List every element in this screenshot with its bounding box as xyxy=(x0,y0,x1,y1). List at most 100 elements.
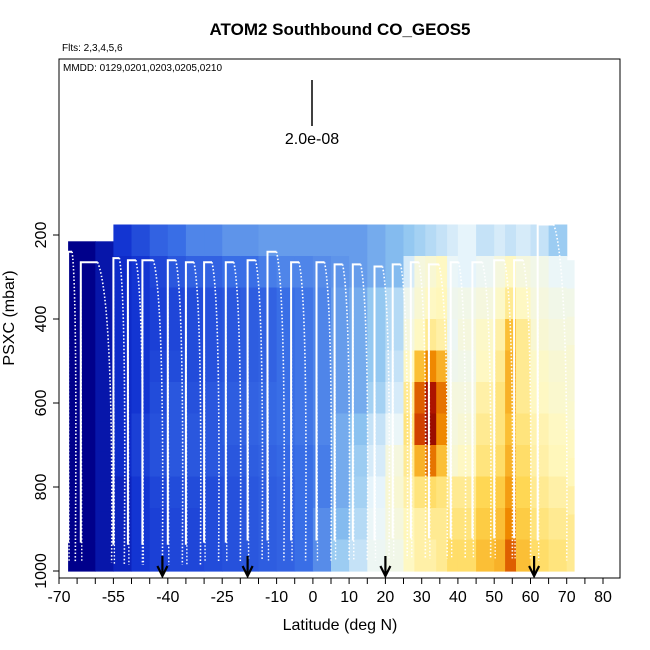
heatmap-cell xyxy=(414,413,426,446)
flight-profile-descent xyxy=(71,251,77,563)
flight-profile-top xyxy=(409,261,419,539)
heatmap-cell xyxy=(95,541,114,572)
heatmap-cell xyxy=(367,539,386,572)
x-tick-label: 80 xyxy=(594,589,612,606)
flight-profile-descent xyxy=(522,260,532,559)
heatmap-cell xyxy=(149,224,169,257)
heatmap-cell xyxy=(516,508,532,541)
heatmap-cell xyxy=(566,373,575,403)
heatmap-cell xyxy=(185,224,205,257)
heatmap-cell xyxy=(476,350,495,383)
y-tick-label: 800 xyxy=(33,474,50,501)
x-tick-label: -55 xyxy=(102,589,125,606)
heatmap-cell xyxy=(447,319,459,352)
heatmap-cell xyxy=(185,319,205,352)
heatmap-cell xyxy=(312,319,332,352)
heatmap-cell xyxy=(403,287,415,320)
flight-profile-descent xyxy=(152,259,164,565)
heatmap-cell xyxy=(548,319,568,352)
heatmap-cell xyxy=(516,445,532,478)
heatmap-cell xyxy=(516,256,532,289)
heatmap-cell xyxy=(95,391,114,422)
heatmap-cell xyxy=(436,476,448,509)
heatmap-cell xyxy=(113,224,133,257)
heatmap-cell xyxy=(425,319,437,352)
heatmap-cell xyxy=(294,224,314,257)
heatmap-cell xyxy=(436,382,448,415)
heatmap-cell xyxy=(167,413,187,446)
heatmap-cell xyxy=(476,382,495,415)
heatmap-cell xyxy=(131,413,151,446)
heatmap-cell xyxy=(331,224,350,257)
x-tick-label: 0 xyxy=(308,589,317,606)
chart-title: ATOM2 Southbound CO_GEOS5 xyxy=(210,20,471,39)
heatmap-cell xyxy=(516,350,532,383)
x-tick-label: 60 xyxy=(522,589,540,606)
heatmap-cell xyxy=(258,539,278,572)
heatmap-cell xyxy=(548,413,568,446)
heatmap-cell xyxy=(425,256,437,289)
flight-profile-descent xyxy=(298,262,307,561)
flight-profile-descent xyxy=(341,264,351,561)
heatmap-cell xyxy=(505,476,517,509)
heatmap-cell xyxy=(204,476,223,509)
flight-profile-ascent xyxy=(80,272,83,563)
heatmap-cell xyxy=(204,508,223,541)
heatmap-cell xyxy=(436,413,448,446)
flight-profile-ascent xyxy=(225,272,228,563)
heatmap-cell xyxy=(385,539,405,572)
heatmap-cell xyxy=(185,445,205,478)
flight-profile-descent xyxy=(503,260,514,559)
heatmap-cell xyxy=(167,508,187,541)
flight-profile-descent xyxy=(457,262,467,559)
heatmap-cell xyxy=(516,539,532,572)
heatmap-cell xyxy=(185,476,205,509)
heatmap-cell xyxy=(425,224,437,257)
heatmap-cell xyxy=(436,445,448,478)
heatmap-cell xyxy=(457,224,477,257)
flight-profile-descent xyxy=(233,262,242,563)
heatmap-cell xyxy=(294,539,314,572)
heatmap-cell xyxy=(294,287,314,320)
heatmap-cell xyxy=(476,445,495,478)
flight-profile-ascent xyxy=(290,272,293,561)
heatmap-cell xyxy=(68,271,96,302)
heatmap-cell xyxy=(222,539,241,572)
heatmap-cell xyxy=(425,287,437,320)
heatmap-cell xyxy=(131,319,151,352)
heatmap-cell xyxy=(566,260,575,290)
flight-profile-descent xyxy=(481,262,492,559)
heatmap-cell xyxy=(95,511,114,542)
flight-profile-ascent xyxy=(471,272,475,559)
heatmap-cell xyxy=(167,287,187,320)
heatmap-cell xyxy=(185,413,205,446)
heatmap-cell xyxy=(331,287,350,320)
heatmap-cell xyxy=(385,287,405,320)
heatmap-cell xyxy=(530,319,550,352)
flight-profile-top xyxy=(333,263,343,541)
flight-profile-ascent xyxy=(513,270,516,559)
heatmap-cell xyxy=(149,319,169,352)
heatmap-cell xyxy=(240,350,259,383)
heatmap-cell xyxy=(68,421,96,452)
heatmap-cell xyxy=(185,287,205,320)
heatmap-cell xyxy=(476,413,495,446)
y-tick-label: 1000 xyxy=(33,553,50,589)
heatmap-cell xyxy=(566,288,575,318)
sampling-arrows xyxy=(156,556,541,579)
heatmap-cell xyxy=(505,287,517,320)
heatmap-cells xyxy=(68,224,575,572)
heatmap-cell xyxy=(516,476,532,509)
heatmap-cell xyxy=(294,350,314,383)
heatmap-cell xyxy=(258,224,278,257)
flight-profile-ascent xyxy=(333,274,337,561)
heatmap-cell xyxy=(476,224,495,257)
flight-profile-descent xyxy=(135,260,144,565)
heatmap-cell xyxy=(367,413,386,446)
heatmap-cell xyxy=(414,350,426,383)
flight-profile-ascent xyxy=(352,274,355,561)
heatmap-cell xyxy=(131,287,151,320)
heatmap-cell xyxy=(548,350,568,383)
heatmap-cell xyxy=(403,413,415,446)
